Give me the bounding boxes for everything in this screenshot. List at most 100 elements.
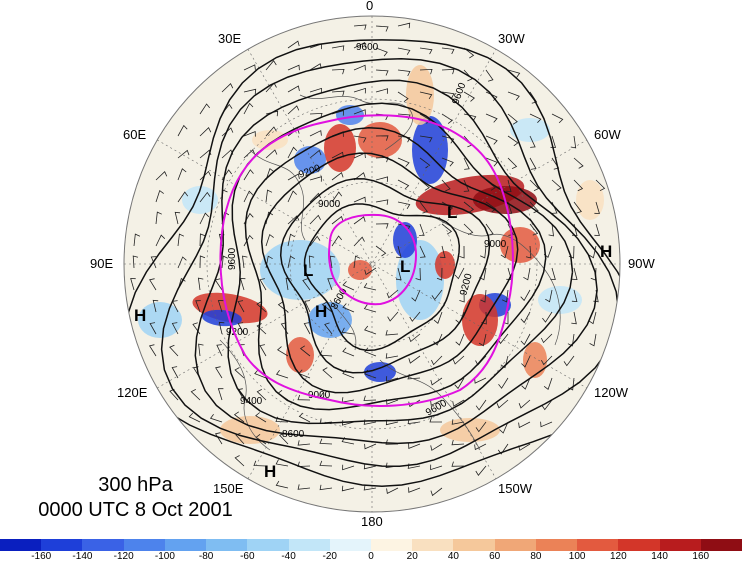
wind-barb <box>171 366 179 379</box>
wind-barb <box>265 126 277 137</box>
wind-barb <box>455 333 465 346</box>
wind-barb <box>500 355 509 369</box>
wind-barb <box>588 311 597 325</box>
wind-barb <box>501 289 509 303</box>
wind-barb <box>375 25 389 32</box>
wind-barb <box>199 170 212 181</box>
wind-barb <box>499 421 509 434</box>
lon-label-90w: 90W <box>628 256 655 271</box>
wind-barb <box>507 69 521 78</box>
colorbar-tick-label: 120 <box>609 551 627 562</box>
wind-barb <box>375 176 389 182</box>
wind-barb <box>243 102 254 115</box>
wind-barb <box>235 432 245 445</box>
wind-barb <box>385 439 399 445</box>
wind-barb <box>188 412 201 423</box>
wind-barb <box>302 278 311 291</box>
wind-barb <box>171 322 179 335</box>
wind-barb <box>441 179 451 192</box>
wind-barb <box>287 146 298 159</box>
contour-label: 9000 <box>308 390 331 401</box>
wind-barb <box>309 63 322 71</box>
valid-time: 0000 UTC 8 Oct 2001 <box>38 499 233 521</box>
wind-barb <box>327 278 333 291</box>
wind-barb <box>397 91 409 103</box>
colorbar-segment <box>164 539 207 551</box>
high-pressure-marker: H <box>315 302 328 321</box>
wind-barb <box>463 91 475 102</box>
wind-barb <box>529 157 537 170</box>
wind-barb <box>505 179 512 193</box>
wind-barb <box>155 171 168 181</box>
wind-barb <box>451 461 465 467</box>
wind-barb <box>475 399 487 411</box>
contour-label: 9600 <box>227 247 238 270</box>
wind-barb <box>363 395 377 401</box>
colorbar-tick-label: -160 <box>31 551 52 562</box>
wind-barb <box>199 103 211 115</box>
wind-barb <box>243 88 257 95</box>
wind-barb <box>243 64 256 71</box>
outer-magenta-contour <box>219 114 514 407</box>
low-pressure-marker: L <box>400 257 411 276</box>
wind-barb <box>463 179 470 192</box>
anomaly-patch <box>523 342 547 378</box>
anomaly-patch <box>412 116 448 184</box>
wind-barb <box>190 389 201 401</box>
high-pressure-marker: H <box>134 306 147 325</box>
colorbar-segment <box>494 539 536 551</box>
polar-map: 9600 9600 9200 9000 9000 9200 9600 9200 … <box>123 15 621 513</box>
wind-barb <box>287 233 296 247</box>
latitude-circle <box>206 98 538 430</box>
wind-barb <box>545 289 553 303</box>
wind-barb <box>441 68 455 75</box>
contour-label: 8600 <box>282 429 305 440</box>
colorbar <box>0 539 742 551</box>
wind-barb <box>309 214 321 225</box>
wind-barb <box>322 367 333 379</box>
wind-barb <box>243 234 254 247</box>
wind-barb <box>550 267 556 280</box>
lon-label-150w: 150W <box>498 481 532 496</box>
high-pressure-marker: H <box>264 462 277 481</box>
wind-barb <box>265 189 273 203</box>
high-pressure-marker: H <box>600 242 613 261</box>
colorbar-tick-label: 0 <box>368 551 374 562</box>
wind-barb <box>475 465 487 476</box>
wind-barb <box>375 135 389 141</box>
wind-barb <box>375 69 389 76</box>
height-contour <box>194 79 598 445</box>
wind-barb <box>496 399 509 409</box>
wind-barb <box>237 322 245 335</box>
wind-barb <box>430 464 443 471</box>
contour-label: 9000 <box>318 199 341 210</box>
wind-barb <box>518 421 531 429</box>
colorbar-tick-label: -120 <box>113 551 134 562</box>
wind-barb <box>364 443 377 450</box>
wind-barb <box>265 233 274 247</box>
wind-barb <box>507 135 519 147</box>
wind-barb <box>299 345 311 357</box>
low-pressure-marker: L <box>303 261 314 280</box>
wind-barb <box>573 201 582 214</box>
wind-barb <box>409 311 421 322</box>
wind-barb <box>397 47 411 55</box>
wind-barb <box>254 369 267 379</box>
anomaly-patch <box>324 124 356 172</box>
wind-barb <box>459 289 465 303</box>
wind-barb <box>397 179 410 190</box>
wind-barb <box>216 344 223 357</box>
wind-barb <box>430 377 443 386</box>
wind-barb <box>255 412 267 423</box>
height-contour <box>244 126 547 411</box>
wind-barb <box>217 300 224 313</box>
wind-barb <box>309 149 322 159</box>
wind-barb <box>242 255 248 269</box>
colorbar-tick-label: 40 <box>447 551 459 562</box>
pressure-level: 300 hPa <box>98 474 173 496</box>
colorbar-segment <box>0 539 42 551</box>
wind-barb <box>375 47 388 57</box>
wind-barb <box>520 333 531 346</box>
wind-barb <box>177 149 190 159</box>
wind-barb <box>441 135 455 144</box>
